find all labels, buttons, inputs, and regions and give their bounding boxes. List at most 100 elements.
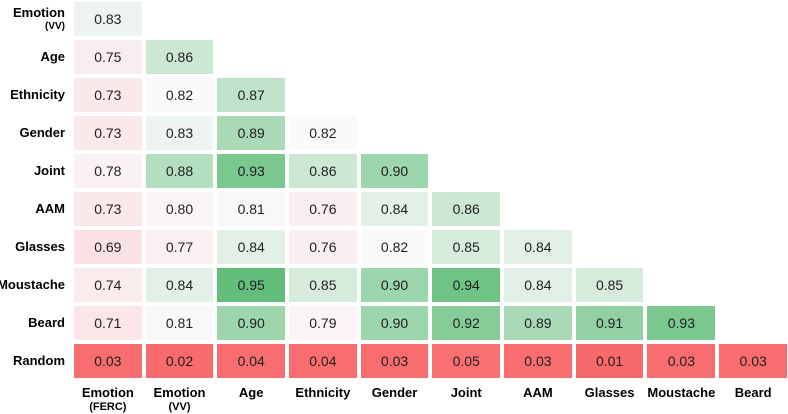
col-label-joint: Joint: [432, 382, 500, 414]
col-label-emotion-text: Emotion: [153, 385, 206, 400]
col-label-glasses: Glasses: [576, 382, 644, 414]
matrix-cell: 0.91: [575, 306, 644, 340]
row-label-joint: Joint: [0, 154, 70, 188]
matrix-cell: 0.84: [360, 192, 429, 226]
matrix-cell: 0.86: [432, 192, 501, 226]
row-label-moustache: Moustache: [0, 268, 70, 302]
col-label-aam-text: AAM: [523, 385, 553, 400]
matrix-cell: 0.82: [289, 116, 357, 150]
matrix-cell: 0.73: [74, 116, 142, 150]
matrix-cell: 0.01: [575, 344, 644, 378]
matrix-cell: 0.84: [504, 268, 572, 302]
matrix-cell: 0.83: [74, 2, 142, 36]
col-label-age-text: Age: [238, 385, 264, 400]
matrix-cell: 0.89: [504, 306, 572, 340]
col-label-moustache: Moustache: [647, 382, 715, 414]
row-label-emotion-subtext: (VV): [45, 20, 65, 32]
matrix-cell: 0.90: [360, 306, 429, 340]
matrix-cell: 0.76: [289, 192, 357, 226]
col-label-age: Age: [217, 382, 285, 414]
matrix-cell: 0.77: [145, 230, 214, 264]
row-label-glasses-text: Glasses: [15, 238, 65, 254]
row-label-random-text: Random: [13, 352, 65, 368]
matrix-cell: 0.88: [145, 154, 214, 188]
row-label-aam-text: AAM: [35, 200, 65, 216]
col-label-emotion: Emotion (VV): [146, 382, 214, 414]
matrix-cell: 0.81: [217, 192, 286, 226]
matrix-cell: 0.79: [289, 306, 357, 340]
row-label-gender: Gender: [0, 116, 70, 150]
col-label-joint-text: Joint: [450, 385, 482, 400]
matrix-cell: 0.86: [289, 154, 357, 188]
row-label-gender-text: Gender: [19, 124, 65, 140]
row-label-ethnicity-text: Ethnicity: [10, 86, 65, 102]
row-label-aam: AAM: [0, 192, 70, 226]
matrix-cell: 0.69: [74, 230, 142, 264]
matrix-cell: 0.94: [432, 268, 501, 302]
col-label-moustache-text: Moustache: [647, 385, 716, 400]
row-label-emotion: Emotion (VV): [0, 2, 70, 36]
matrix-cell: 0.93: [217, 154, 286, 188]
col-label-emotion: Emotion (FERC): [74, 382, 142, 414]
matrix-cell: 0.82: [145, 78, 214, 112]
col-label-glasses-text: Glasses: [584, 385, 635, 400]
matrix-cell: 0.86: [145, 40, 214, 74]
matrix-cell: 0.03: [360, 344, 429, 378]
matrix-cell: 0.92: [432, 306, 501, 340]
col-label-beard: Beard: [719, 382, 787, 414]
col-label-aam: AAM: [504, 382, 572, 414]
matrix-cell: 0.75: [74, 40, 142, 74]
matrix-cell: 0.84: [217, 230, 286, 264]
matrix-cell: 0.84: [504, 230, 572, 264]
matrix-cell: 0.85: [289, 268, 357, 302]
matrix-cell: 0.95: [217, 268, 286, 302]
matrix-cell: 0.74: [74, 268, 142, 302]
row-label-glasses: Glasses: [0, 230, 70, 264]
col-label-ethnicity: Ethnicity: [289, 382, 357, 414]
matrix-cell: 0.90: [217, 306, 286, 340]
matrix-cell: 0.89: [217, 116, 286, 150]
row-label-emotion-text: Emotion: [13, 5, 65, 21]
matrix-cell: 0.83: [145, 116, 214, 150]
matrix-cell: 0.05: [432, 344, 501, 378]
matrix-cell: 0.03: [647, 344, 716, 378]
matrix-cell: 0.76: [289, 230, 357, 264]
matrix-cell: 0.02: [145, 344, 214, 378]
matrix-cell: 0.78: [74, 154, 142, 188]
matrix-cell: 0.04: [289, 344, 357, 378]
matrix-cell: 0.73: [74, 192, 142, 226]
row-label-beard: Beard: [0, 306, 70, 340]
matrix-cell: 0.93: [647, 306, 716, 340]
matrix-cell: 0.82: [360, 230, 429, 264]
row-label-moustache-text: Moustache: [0, 276, 65, 292]
row-label-random: Random: [0, 344, 70, 378]
col-label-beard-text: Beard: [734, 385, 772, 400]
matrix-cell: 0.04: [217, 344, 286, 378]
matrix-cell: 0.71: [74, 306, 142, 340]
matrix-cell: 0.81: [145, 306, 214, 340]
matrix-cell: 0.85: [432, 230, 501, 264]
col-label-ethnicity-text: Ethnicity: [295, 385, 351, 400]
col-label-gender: Gender: [361, 382, 429, 414]
row-label-joint-text: Joint: [33, 162, 65, 178]
row-label-beard-text: Beard: [28, 314, 65, 330]
col-label-emotion-subtext: (VV): [168, 400, 191, 413]
col-label-emotion-text: Emotion: [81, 385, 134, 400]
col-label-gender-text: Gender: [371, 385, 418, 400]
matrix-cell: 0.73: [74, 78, 142, 112]
matrix-cell: 0.84: [145, 268, 214, 302]
row-label-age-text: Age: [40, 48, 65, 64]
matrix-cell: 0.80: [145, 192, 214, 226]
row-label-age: Age: [0, 40, 70, 74]
matrix-cell: 0.85: [575, 268, 644, 302]
matrix-cell: 0.87: [217, 78, 286, 112]
matrix-cell: 0.03: [719, 344, 787, 378]
col-label-emotion-subtext: (FERC): [89, 400, 127, 413]
matrix-cell: 0.90: [360, 154, 429, 188]
row-label-ethnicity: Ethnicity: [0, 78, 70, 112]
matrix-cell: 0.90: [360, 268, 429, 302]
matrix-cell: 0.03: [504, 344, 572, 378]
matrix-cell: 0.03: [74, 344, 142, 378]
